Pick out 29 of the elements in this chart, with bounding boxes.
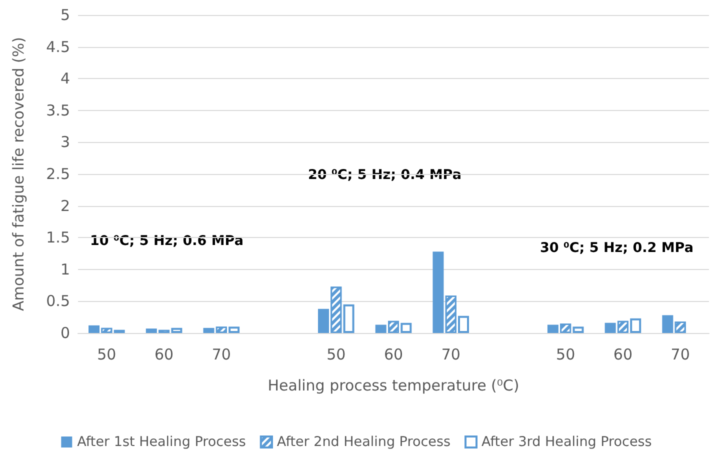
x-tick-label: 70 <box>441 346 460 364</box>
y-tick-label: 0 <box>60 324 70 342</box>
x-tick-label: 50 <box>556 346 576 364</box>
bar <box>343 304 354 333</box>
annotation: 30 ⁰C; 5 Hz; 0.2 MPa <box>540 240 694 256</box>
y-tick-label: 5 <box>60 6 70 24</box>
x-tick-label: 60 <box>384 346 404 364</box>
bar <box>662 315 674 333</box>
legend-label: After 3rd Healing Process <box>482 434 652 450</box>
y-tick-label: 4 <box>60 70 70 88</box>
y-tick-label: 0.5 <box>46 292 70 310</box>
y-tick-label: 2.5 <box>46 165 70 183</box>
x-tick-label: 70 <box>670 346 690 364</box>
x-tick-label: 60 <box>154 346 174 364</box>
x-tick-label: 50 <box>97 346 116 364</box>
legend-label: After 2nd Healing Process <box>276 434 451 450</box>
y-axis-title: Amount of fatigue life recovered (%) <box>10 36 28 312</box>
legend-label: After 1st Healing Process <box>77 434 246 450</box>
y-tick-label: 3 <box>60 133 70 152</box>
x-axis-title: Healing process temperature (⁰C) <box>268 376 520 394</box>
y-tick-label: 3.5 <box>46 101 70 120</box>
y-tick-label: 1 <box>60 260 70 278</box>
y-tick-label: 1.5 <box>46 228 70 247</box>
x-tick-label: 70 <box>212 346 231 364</box>
y-tick-label: 2 <box>60 196 70 215</box>
bar <box>432 252 444 333</box>
y-tick-label: 4.5 <box>46 38 70 56</box>
x-tick-label: 50 <box>326 346 346 364</box>
x-tick-label: 60 <box>613 346 632 364</box>
